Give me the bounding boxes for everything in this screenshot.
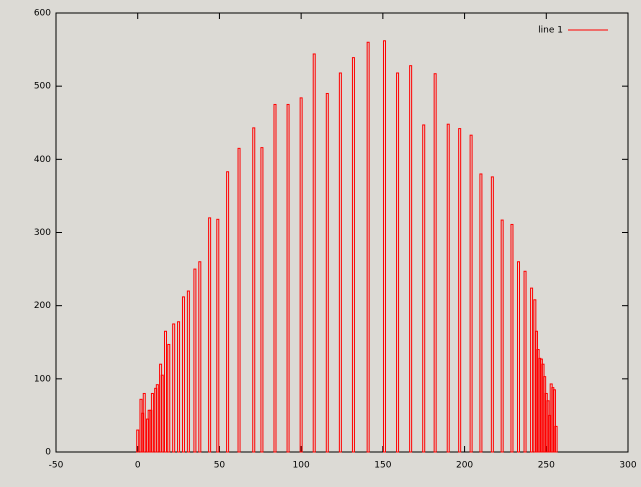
bar bbox=[167, 343, 171, 453]
bar bbox=[312, 53, 316, 453]
bar bbox=[216, 218, 220, 453]
bar bbox=[325, 92, 329, 453]
bar bbox=[396, 72, 400, 453]
bar bbox=[422, 124, 426, 453]
x-tick-label: -50 bbox=[49, 461, 64, 471]
bar bbox=[446, 123, 450, 453]
bar bbox=[273, 103, 277, 453]
bar bbox=[366, 41, 370, 453]
y-tick-label: 0 bbox=[45, 448, 51, 458]
bar bbox=[260, 147, 264, 453]
bar bbox=[490, 176, 494, 453]
bar bbox=[382, 40, 386, 453]
bar bbox=[193, 268, 197, 453]
bar bbox=[338, 72, 342, 453]
x-tick-label: 300 bbox=[619, 461, 636, 471]
bar bbox=[351, 57, 355, 453]
bar bbox=[433, 73, 437, 453]
bar bbox=[510, 223, 514, 453]
bar bbox=[142, 392, 146, 453]
bar bbox=[172, 323, 176, 453]
bar bbox=[160, 374, 164, 453]
y-tick-label: 300 bbox=[34, 228, 51, 238]
bar bbox=[163, 330, 167, 453]
bar bbox=[479, 173, 483, 453]
x-tick-label: 100 bbox=[293, 461, 310, 471]
bar bbox=[523, 270, 527, 453]
y-tick-label: 200 bbox=[34, 301, 51, 311]
x-tick-label: 50 bbox=[214, 461, 226, 471]
bar bbox=[299, 97, 303, 453]
bar bbox=[252, 127, 256, 453]
x-tick-label: 0 bbox=[135, 461, 141, 471]
bar bbox=[409, 65, 413, 453]
bar bbox=[554, 425, 558, 453]
bar bbox=[155, 384, 159, 453]
bar bbox=[198, 261, 202, 453]
bar bbox=[136, 429, 140, 453]
bar bbox=[469, 134, 473, 453]
bar bbox=[208, 217, 212, 453]
x-tick-label: 150 bbox=[374, 461, 391, 471]
bar bbox=[226, 171, 230, 453]
y-tick-label: 600 bbox=[34, 9, 51, 19]
bar bbox=[237, 147, 241, 453]
x-tick-label: 200 bbox=[456, 461, 473, 471]
bar bbox=[177, 321, 181, 453]
bar bbox=[186, 290, 190, 453]
legend-label: line 1 bbox=[538, 26, 563, 36]
y-tick-label: 100 bbox=[34, 374, 51, 384]
bar bbox=[530, 287, 534, 453]
bar bbox=[517, 261, 521, 453]
bar bbox=[286, 103, 290, 453]
bar bbox=[552, 389, 556, 453]
bar bbox=[500, 219, 504, 453]
y-tick-label: 400 bbox=[34, 155, 51, 165]
bar bbox=[150, 392, 154, 453]
bar bbox=[181, 296, 185, 453]
y-tick-label: 500 bbox=[34, 82, 51, 92]
bar bbox=[458, 128, 462, 453]
x-tick-label: 250 bbox=[538, 461, 555, 471]
